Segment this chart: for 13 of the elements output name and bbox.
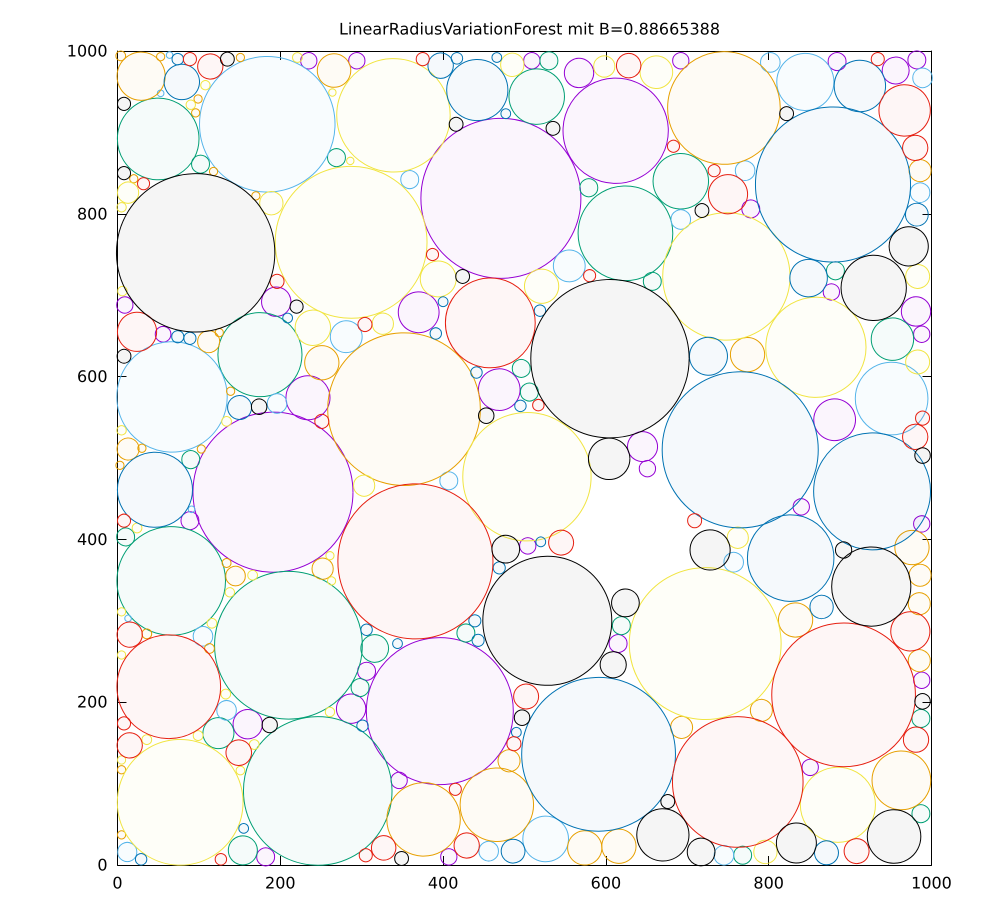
x-tick-label: 400 bbox=[428, 874, 458, 892]
chart-title: LinearRadiusVariationForest mit B=0.88665388 bbox=[338, 20, 720, 38]
y-tick-label: 800 bbox=[76, 204, 108, 224]
x-tick-label: 1000 bbox=[911, 874, 952, 892]
x-tick-label: 800 bbox=[753, 874, 784, 892]
y-tick-label: 0 bbox=[97, 856, 108, 874]
y-tick-label: 400 bbox=[76, 530, 108, 549]
x-tick-label: 200 bbox=[265, 874, 296, 892]
x-tick-label: 0 bbox=[112, 874, 123, 892]
y-tick-label: 600 bbox=[76, 367, 108, 386]
y-tick-label: 1000 bbox=[66, 42, 108, 60]
x-tick-label: 600 bbox=[590, 874, 622, 892]
y-tick-label: 200 bbox=[76, 692, 108, 712]
